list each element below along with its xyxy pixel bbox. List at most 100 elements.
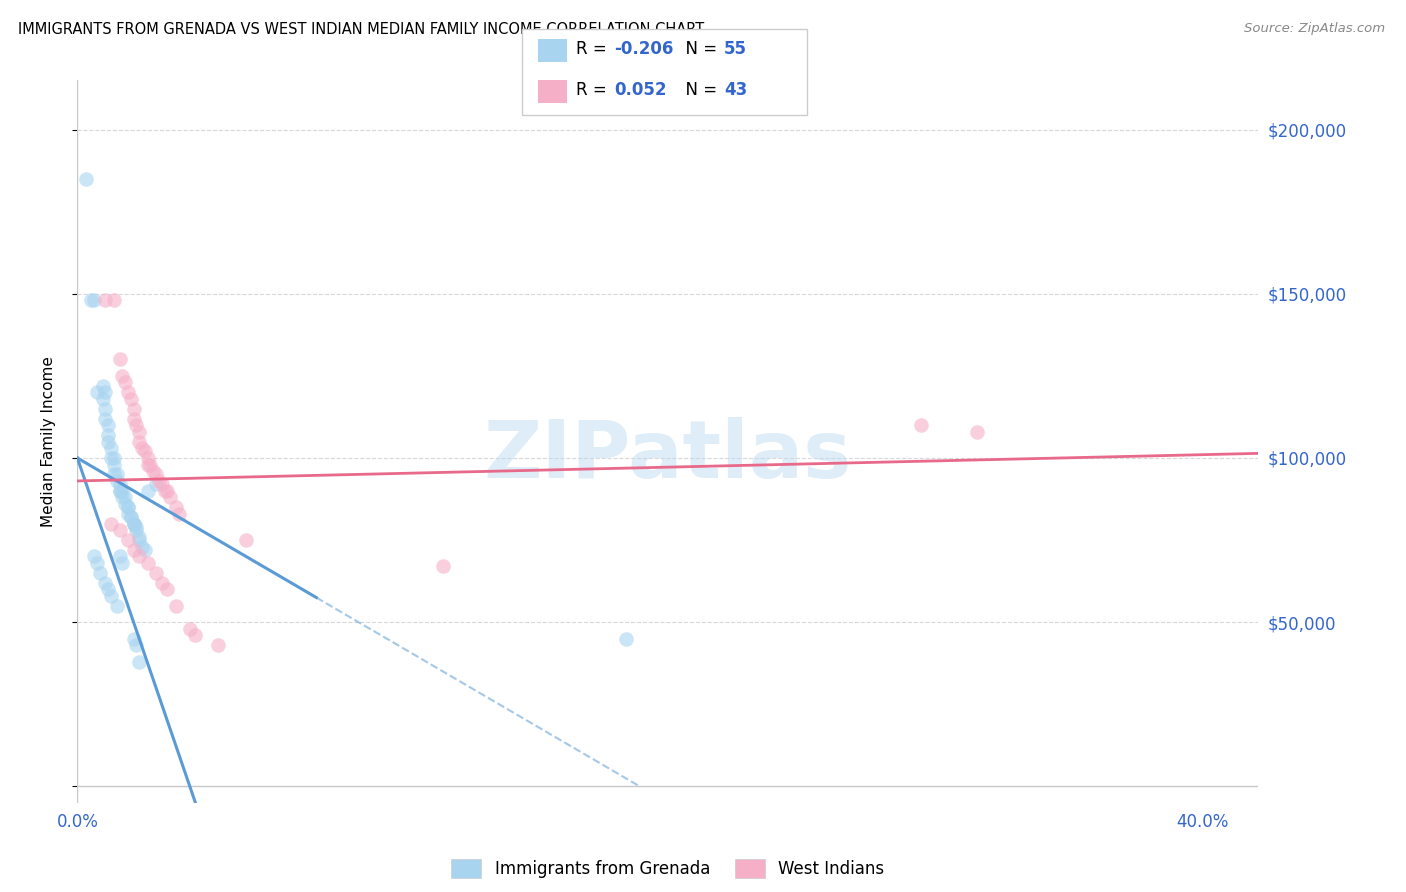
Point [111,368,134,383]
Point [134,542,156,557]
Point [122,516,145,531]
Text: 55: 55 [724,40,747,58]
Text: R =: R = [576,40,613,58]
Point [117,385,139,400]
Point [100,441,122,455]
Point [108,483,131,498]
Point [97,582,120,597]
Point [108,523,131,537]
Text: Source: ZipAtlas.com: Source: ZipAtlas.com [1244,22,1385,36]
Point [100,516,122,531]
Point [128,549,150,564]
Point [966,425,988,439]
Point [184,628,207,642]
Point [105,474,128,488]
Point [131,540,153,554]
Point [128,533,150,547]
Point [83,293,105,308]
Point [94,385,117,400]
Point [131,441,153,455]
Point [156,483,179,498]
Point [108,549,131,564]
Point [614,632,637,646]
Text: 0.052: 0.052 [614,81,666,99]
Point [139,458,162,472]
Point [83,549,105,564]
Point [114,497,136,511]
Point [111,491,134,505]
Point [97,418,120,433]
Point [103,458,125,472]
Point [179,622,201,636]
Point [97,428,120,442]
Text: ZIPatlas: ZIPatlas [484,417,852,495]
Point [94,411,117,425]
Point [111,556,134,570]
Point [136,458,159,472]
Point [153,483,176,498]
Point [75,171,97,186]
Point [117,533,139,547]
Point [111,483,134,498]
Point [105,599,128,613]
Point [120,510,142,524]
Point [94,575,117,590]
Point [134,444,156,458]
Point [122,542,145,557]
Point [148,474,170,488]
Text: -0.206: -0.206 [614,40,673,58]
Point [86,556,108,570]
Point [432,559,454,574]
Point [103,467,125,482]
Point [125,523,148,537]
Point [91,392,114,406]
Point [97,434,120,449]
Text: N =: N = [675,40,723,58]
Point [150,575,173,590]
Point [167,507,190,521]
Point [86,385,108,400]
Point [125,638,148,652]
Point [117,500,139,515]
Point [108,352,131,367]
Point [122,632,145,646]
Point [122,516,145,531]
Point [94,293,117,308]
Text: R =: R = [576,81,613,99]
Point [150,477,173,491]
Point [100,589,122,603]
Point [100,450,122,465]
Point [114,491,136,505]
Point [142,464,165,478]
Point [117,500,139,515]
Point [128,655,150,669]
Point [117,507,139,521]
Point [122,516,145,531]
Point [114,376,136,390]
Point [145,477,167,491]
Point [159,491,181,505]
Point [128,530,150,544]
Point [910,418,932,433]
Point [94,401,117,416]
Point [235,533,257,547]
Y-axis label: Median Family Income: Median Family Income [42,356,56,527]
Point [122,401,145,416]
Point [145,467,167,482]
Point [136,483,159,498]
Point [125,418,148,433]
Point [128,434,150,449]
Point [89,566,111,580]
Point [91,378,114,392]
Point [207,638,229,652]
Point [136,450,159,465]
Point [103,293,125,308]
Point [108,483,131,498]
Point [156,582,179,597]
Point [120,392,142,406]
Point [128,425,150,439]
Point [120,510,142,524]
Point [136,556,159,570]
Point [122,411,145,425]
Point [165,599,187,613]
